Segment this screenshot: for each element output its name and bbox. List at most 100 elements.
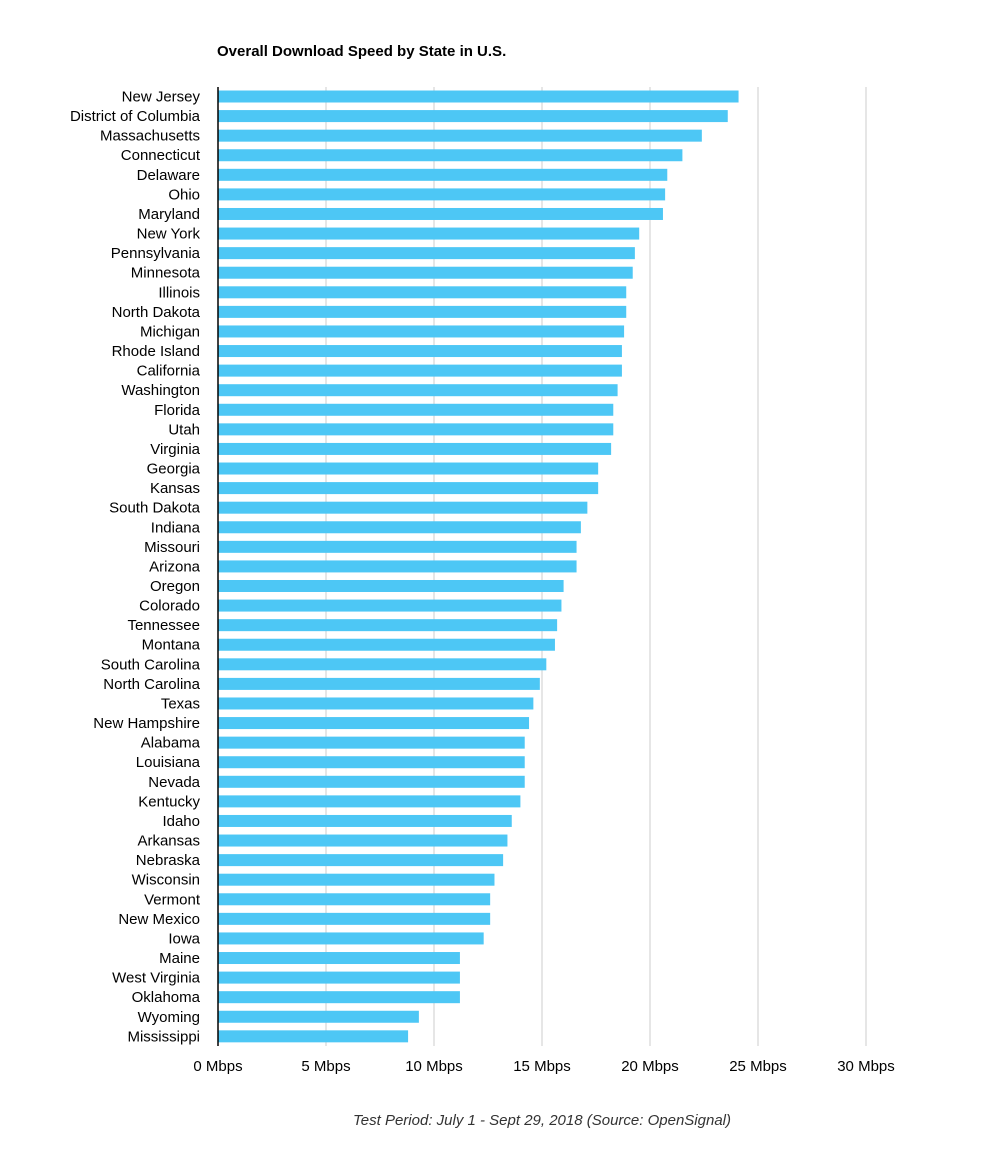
category-label: Virginia bbox=[150, 441, 200, 458]
bar bbox=[218, 325, 625, 338]
category-label: New York bbox=[137, 226, 201, 243]
x-tick-label: 20 Mbps bbox=[621, 1058, 679, 1075]
bar bbox=[218, 971, 460, 984]
bar bbox=[218, 717, 530, 730]
bar bbox=[218, 1030, 409, 1043]
category-label: Iowa bbox=[168, 930, 200, 947]
bar bbox=[218, 188, 666, 201]
bar bbox=[218, 932, 484, 945]
bar bbox=[218, 599, 562, 612]
category-label: Michigan bbox=[140, 323, 200, 340]
category-label: Montana bbox=[142, 637, 201, 654]
bar bbox=[218, 756, 525, 769]
category-label: Arkansas bbox=[137, 833, 200, 850]
category-label: District of Columbia bbox=[70, 108, 201, 125]
bar bbox=[218, 775, 525, 788]
bar bbox=[218, 952, 460, 965]
category-label: Colorado bbox=[139, 598, 200, 615]
category-label: New Mexico bbox=[118, 911, 200, 928]
bar bbox=[218, 462, 599, 475]
category-label: New Jersey bbox=[122, 89, 201, 106]
category-label: Minnesota bbox=[131, 265, 201, 282]
bar bbox=[218, 501, 588, 514]
chart-footnote: Test Period: July 1 - Sept 29, 2018 (Sou… bbox=[353, 1112, 731, 1129]
category-label: Nebraska bbox=[136, 852, 201, 869]
bar bbox=[218, 658, 547, 671]
category-label: Washington bbox=[121, 382, 200, 399]
category-label: Vermont bbox=[144, 891, 201, 908]
bar bbox=[218, 90, 739, 103]
category-label: Kansas bbox=[150, 480, 200, 497]
bar bbox=[218, 384, 618, 397]
bar bbox=[218, 423, 614, 436]
bar bbox=[218, 1010, 419, 1023]
bar bbox=[218, 305, 627, 318]
category-label: Maryland bbox=[138, 206, 200, 223]
bars bbox=[218, 90, 739, 1043]
bar bbox=[218, 521, 581, 534]
bar bbox=[218, 364, 622, 377]
category-label: Kentucky bbox=[138, 793, 200, 810]
category-label: South Dakota bbox=[109, 500, 201, 517]
category-label: Alabama bbox=[141, 735, 201, 752]
category-label: Rhode Island bbox=[112, 343, 200, 360]
category-label: California bbox=[137, 363, 201, 380]
category-label: South Carolina bbox=[101, 656, 201, 673]
bar bbox=[218, 149, 683, 162]
category-label: Nevada bbox=[148, 774, 200, 791]
x-tick-label: 30 Mbps bbox=[837, 1058, 895, 1075]
category-label: Arizona bbox=[149, 558, 201, 575]
bar bbox=[218, 854, 504, 867]
bar bbox=[218, 110, 728, 123]
bar bbox=[218, 129, 702, 142]
category-labels: New Jersey District of Columbia Massachuse… bbox=[70, 89, 201, 1046]
bar bbox=[218, 580, 564, 592]
bar bbox=[218, 227, 640, 240]
bar bbox=[218, 912, 491, 925]
category-label: Pennsylvania bbox=[111, 245, 201, 262]
x-tick-label: 15 Mbps bbox=[513, 1058, 571, 1075]
bar bbox=[218, 991, 460, 1004]
category-label: Utah bbox=[168, 421, 200, 438]
category-label: Wisconsin bbox=[132, 872, 200, 889]
x-tick-labels: 0 Mbps 5 Mbps 10 Mbps 15 Mbps 20 Mbps 25 Mbps… bbox=[193, 1058, 894, 1075]
category-label: Tennessee bbox=[127, 617, 200, 634]
category-label: Connecticut bbox=[121, 147, 201, 164]
bar bbox=[218, 638, 555, 651]
bar bbox=[218, 482, 599, 495]
x-tick-label: 25 Mbps bbox=[729, 1058, 787, 1075]
bar bbox=[218, 697, 534, 710]
bar bbox=[218, 247, 635, 260]
category-label: Mississippi bbox=[127, 1028, 200, 1045]
category-label: West Virginia bbox=[112, 970, 200, 987]
category-label: Indiana bbox=[151, 519, 201, 536]
chart-title: Overall Download Speed by State in U.S. bbox=[217, 43, 506, 60]
category-label: Oklahoma bbox=[132, 989, 201, 1006]
category-label: Ohio bbox=[168, 186, 200, 203]
category-label: North Carolina bbox=[103, 676, 200, 693]
x-tick-label: 10 Mbps bbox=[405, 1058, 463, 1075]
category-label: Massachusetts bbox=[100, 128, 200, 145]
bar bbox=[218, 442, 612, 455]
bar bbox=[218, 736, 525, 749]
category-label: Maine bbox=[159, 950, 200, 967]
bar bbox=[218, 619, 558, 632]
bar bbox=[218, 266, 633, 279]
bar bbox=[218, 207, 663, 220]
bar bbox=[218, 873, 495, 886]
category-label: Illinois bbox=[158, 284, 200, 301]
bar bbox=[218, 403, 614, 416]
category-label: North Dakota bbox=[112, 304, 201, 321]
bar bbox=[218, 345, 622, 358]
bar bbox=[218, 834, 508, 847]
bar bbox=[218, 540, 577, 553]
category-label: Missouri bbox=[144, 539, 200, 556]
bar bbox=[218, 677, 540, 690]
category-label: Oregon bbox=[150, 578, 200, 595]
category-label: Georgia bbox=[147, 461, 201, 478]
bar bbox=[218, 893, 491, 906]
bar bbox=[218, 560, 577, 573]
bar bbox=[218, 168, 668, 181]
